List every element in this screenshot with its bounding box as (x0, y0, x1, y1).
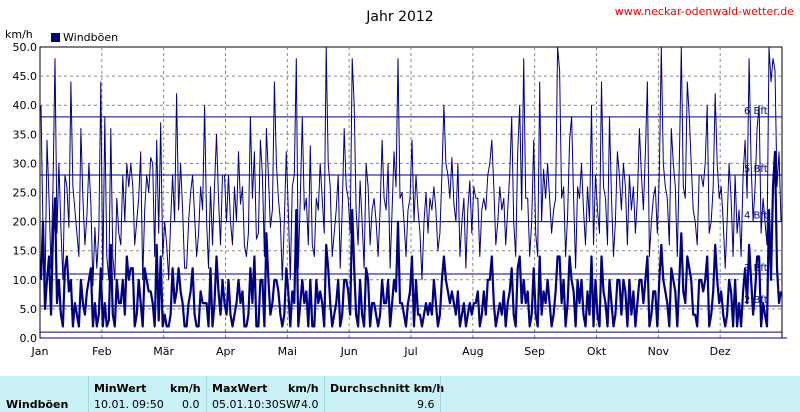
x-tick-label: Jul (403, 345, 417, 358)
series-line-max (40, 46, 782, 292)
beaufort-label: 6 Bft (744, 106, 768, 117)
max-value: 74.0 (294, 398, 319, 411)
y-tick-label: 5.0 (20, 303, 38, 316)
source-link[interactable]: www.neckar-odenwald-wetter.de (615, 5, 795, 18)
series-layer (39, 46, 787, 339)
x-tick-label: Jun (340, 345, 358, 358)
table-divider (206, 376, 207, 412)
x-tick-label: Nov (648, 345, 670, 358)
y-tick-label: 40.0 (13, 99, 38, 112)
avg-header: Durchschnitt km/h (330, 382, 445, 395)
table-divider (88, 376, 89, 412)
beaufort-label: 4 Bft (744, 211, 768, 222)
x-tick-label: Apr (216, 345, 236, 358)
y-axis-ticks: 0.0 5.0 10.0 15.0 20.0 25.0 30.0 35.0 40.0 45.0 50… (13, 41, 38, 345)
x-tick-label: Okt (587, 345, 607, 358)
max-time: 10:30 (247, 398, 279, 411)
y-tick-label: 15.0 (13, 245, 38, 258)
min-unit: km/h (170, 382, 201, 395)
statistics-table: Windböen MinWert km/h 10.01. 09:50 0.0 M… (0, 376, 800, 412)
min-date: 10.01. (94, 398, 129, 411)
x-axis-ticks: Jan Feb Mär Apr Mai Jun Jul Aug Sep Okt Nov Dez (31, 345, 731, 358)
y-tick-label: 50.0 (13, 41, 38, 54)
beaufort-label: 2 Bft (744, 295, 768, 306)
x-tick-label: Feb (92, 345, 111, 358)
max-date: 05.01. (212, 398, 247, 411)
x-tick-label: Jan (31, 345, 49, 358)
y-tick-label: 25.0 (13, 187, 38, 200)
avg-value: 9.6 (417, 398, 435, 411)
table-divider (324, 376, 325, 412)
min-time: 09:50 (132, 398, 164, 411)
x-tick-label: Mär (153, 345, 174, 358)
y-tick-label: 0.0 (20, 332, 38, 345)
min-header: MinWert (94, 382, 147, 395)
max-direction: SW (279, 398, 297, 411)
y-tick-label: 20.0 (13, 216, 38, 229)
y-tick-label: 30.0 (13, 157, 38, 170)
y-axis-unit: km/h (5, 28, 33, 41)
legend-label: Windböen (63, 31, 118, 44)
table-divider (440, 376, 441, 412)
min-value: 0.0 (182, 398, 200, 411)
wind-gust-chart: Jahr 2012 www.neckar-odenwald-wetter.de … (5, 5, 795, 358)
y-tick-label: 10.0 (13, 274, 38, 287)
chart-title: Jahr 2012 (365, 9, 433, 25)
x-tick-label: Aug (462, 345, 483, 358)
max-unit: km/h (288, 382, 319, 395)
stats-row-label: Windböen (6, 398, 69, 411)
x-tick-label: Mai (278, 345, 297, 358)
legend-swatch (51, 33, 60, 42)
max-header: MaxWert (212, 382, 268, 395)
y-tick-label: 35.0 (13, 128, 38, 141)
x-tick-label: Sep (524, 345, 545, 358)
x-tick-label: Dez (710, 345, 731, 358)
y-tick-label: 45.0 (13, 70, 38, 83)
series-line-avg (39, 150, 783, 328)
